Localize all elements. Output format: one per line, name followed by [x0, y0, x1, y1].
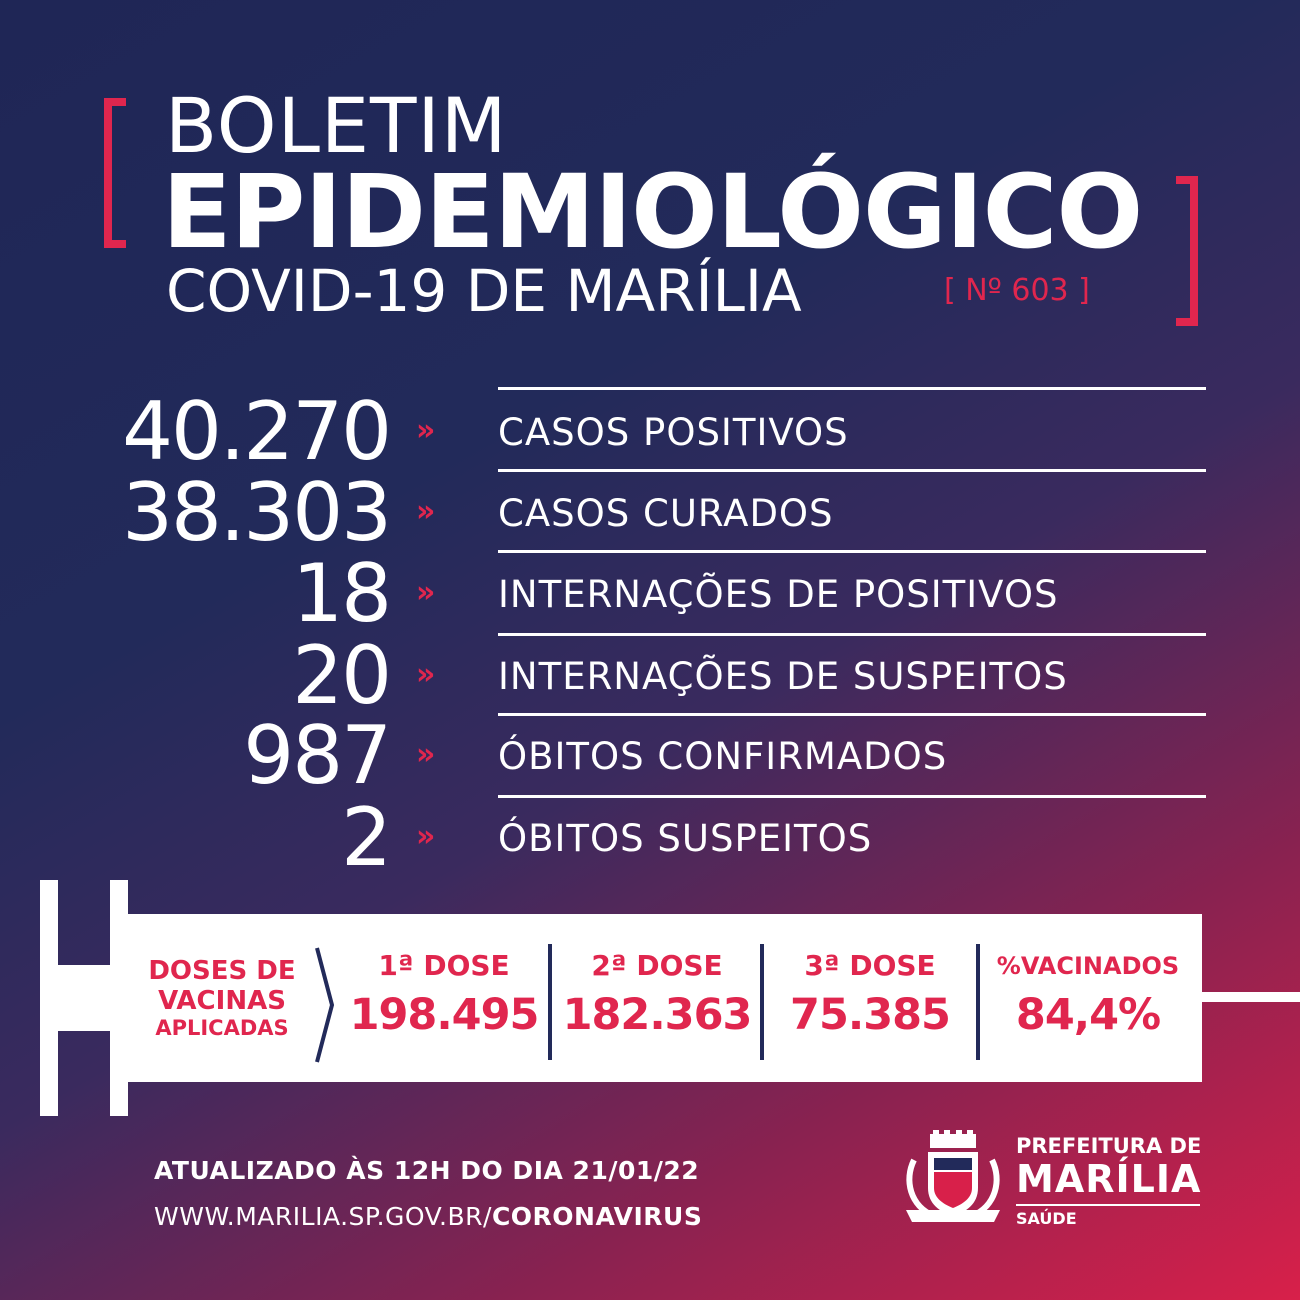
title-line-1: BOLETIM: [165, 81, 508, 170]
row-divider: [498, 713, 1206, 716]
syringe-plunger-rod: [58, 965, 110, 1031]
dose-1-value: 198.495: [349, 990, 540, 1040]
syringe-flange: [110, 880, 128, 1116]
row-divider: [498, 469, 1206, 472]
stat-label-hosp-positive: INTERNAÇÕES DE POSITIVOS: [498, 573, 1059, 616]
stat-label-positive: CASOS POSITIVOS: [498, 411, 849, 454]
updated-timestamp: ATUALIZADO ÀS 12H DO DIA 21/01/22: [154, 1156, 700, 1185]
left-bracket-decoration: [104, 98, 126, 248]
website-url[interactable]: WWW.MARILIA.SP.GOV.BR/CORONAVIRUS: [154, 1204, 702, 1229]
column-divider: [760, 944, 764, 1060]
stat-value-deaths-suspect: 2: [341, 791, 392, 884]
website-url-prefix: WWW.MARILIA.SP.GOV.BR/: [154, 1202, 492, 1231]
stat-value-hosp-positive: 18: [292, 547, 392, 640]
logo-divider: [1016, 1204, 1200, 1206]
stat-value-positive: 40.270: [122, 385, 392, 478]
row-divider: [498, 550, 1206, 553]
syringe-plunger: [40, 880, 58, 1116]
stat-value-hosp-suspect: 20: [292, 629, 392, 722]
vaccines-heading: DOSES DE VACINAS APLICADAS: [138, 958, 306, 1039]
double-chevron-icon: »: [416, 575, 436, 610]
column-divider: [548, 944, 552, 1060]
stat-value-deaths-confirmed: 987: [243, 709, 392, 802]
right-bracket-decoration: [1176, 176, 1198, 326]
column-divider: [976, 944, 980, 1060]
row-divider: [498, 795, 1206, 798]
double-chevron-icon: »: [416, 657, 436, 692]
logo-line-1: PREFEITURA DE: [1016, 1134, 1202, 1158]
stat-value-cured: 38.303: [122, 466, 392, 559]
dose-2-label: 2ª DOSE: [591, 949, 723, 982]
double-chevron-icon: »: [416, 494, 436, 529]
vaccines-heading-line3: APLICADAS: [155, 1016, 289, 1040]
syringe-body: [128, 914, 1202, 1082]
stat-label-hosp-suspect: INTERNAÇÕES DE SUSPEITOS: [498, 655, 1068, 698]
vaccines-heading-line2: VACINAS: [158, 986, 286, 1016]
vaccinated-pct-label: %VACINADOS: [996, 952, 1180, 980]
logo-line-3: SAÚDE: [1016, 1209, 1077, 1228]
bulletin-number: [ Nº 603 ]: [944, 273, 1090, 308]
double-chevron-icon: »: [416, 737, 436, 772]
dose-3-value: 75.385: [790, 990, 951, 1040]
dose-2-value: 182.363: [562, 990, 753, 1040]
city-crest-icon: [906, 1130, 1000, 1222]
vaccinated-pct-value: 84,4%: [1015, 990, 1161, 1040]
row-divider: [498, 633, 1206, 636]
dose-1-label: 1ª DOSE: [378, 949, 510, 982]
double-chevron-icon: »: [416, 413, 436, 448]
chevron-right-icon: [315, 947, 335, 1063]
dose-3-label: 3ª DOSE: [804, 949, 936, 982]
logo-line-2: MARÍLIA: [1016, 1157, 1202, 1201]
stat-label-cured: CASOS CURADOS: [498, 492, 834, 535]
title-line-3: COVID-19 DE MARÍLIA: [166, 257, 802, 325]
title-line-2: EPIDEMIOLÓGICO: [162, 153, 1143, 272]
double-chevron-icon: »: [416, 819, 436, 854]
syringe-needle: [1202, 992, 1300, 1002]
stat-label-deaths-confirmed: ÓBITOS CONFIRMADOS: [498, 735, 948, 778]
row-divider: [498, 387, 1206, 390]
stat-label-deaths-suspect: ÓBITOS SUSPEITOS: [498, 817, 873, 860]
vaccines-heading-line1: DOSES DE: [148, 956, 296, 986]
website-url-suffix: CORONAVIRUS: [491, 1202, 703, 1231]
